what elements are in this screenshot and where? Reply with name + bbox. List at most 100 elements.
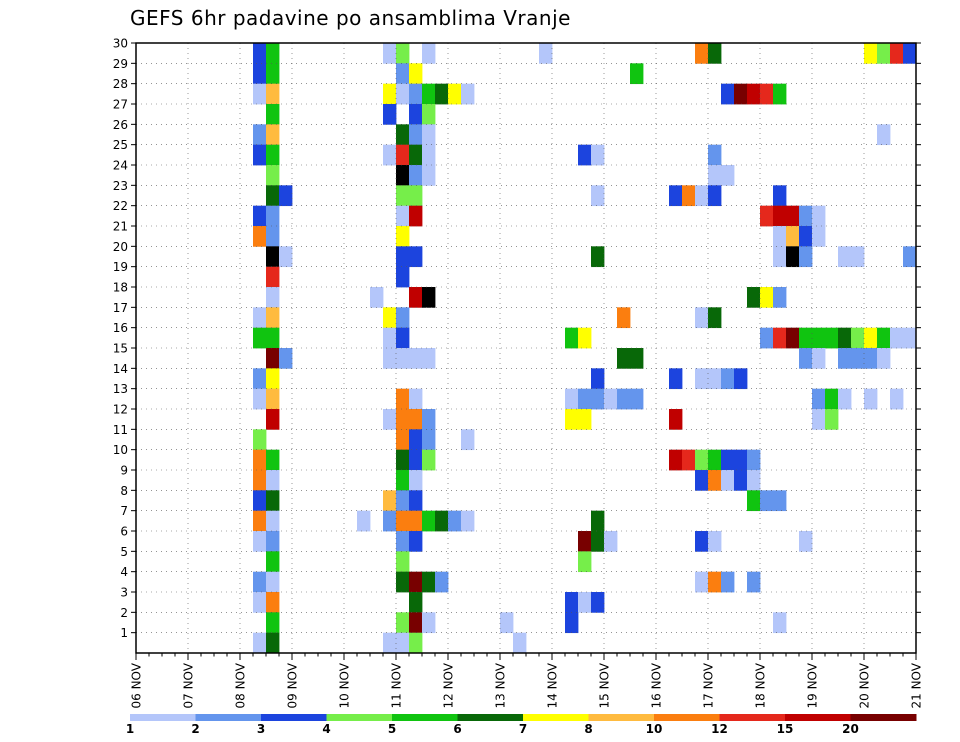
heatmap-cell bbox=[266, 266, 280, 288]
heatmap-cell bbox=[669, 185, 683, 207]
heatmap-cell bbox=[422, 165, 436, 186]
heatmap-cell bbox=[708, 165, 722, 186]
y-tick-label: 17 bbox=[113, 301, 128, 315]
heatmap-cell bbox=[591, 185, 605, 207]
heatmap-cell bbox=[825, 327, 839, 349]
heatmap-cell bbox=[877, 124, 891, 146]
heatmap-cell bbox=[266, 144, 280, 166]
x-tick-label: 11 NOV bbox=[390, 662, 404, 708]
heatmap-cell bbox=[409, 205, 423, 227]
heatmap-cell bbox=[734, 470, 748, 491]
heatmap-cell bbox=[708, 368, 722, 390]
heatmap-cell bbox=[266, 592, 280, 613]
legend-label: 2 bbox=[191, 722, 199, 736]
heatmap-cell bbox=[396, 348, 410, 369]
heatmap-cell bbox=[409, 612, 423, 634]
heatmap-cell bbox=[578, 388, 592, 410]
heatmap-cell bbox=[253, 470, 267, 491]
heatmap-cell bbox=[253, 307, 267, 329]
heatmap-cell bbox=[708, 571, 722, 593]
heatmap-cell bbox=[409, 571, 423, 593]
heatmap-cell bbox=[396, 327, 410, 349]
y-tick-label: 26 bbox=[113, 118, 128, 132]
heatmap-cell bbox=[266, 63, 280, 85]
heatmap-cell bbox=[851, 348, 865, 369]
heatmap-cell bbox=[253, 429, 267, 451]
heatmap-cell bbox=[383, 144, 397, 166]
heatmap-cell bbox=[266, 205, 280, 227]
y-tick-label: 5 bbox=[120, 545, 128, 559]
heatmap-cell bbox=[396, 531, 410, 552]
heatmap-cell bbox=[422, 409, 436, 430]
heatmap-cell bbox=[409, 63, 423, 85]
heatmap-cell bbox=[396, 632, 410, 654]
heatmap-cell bbox=[409, 632, 423, 654]
heatmap-cell bbox=[812, 327, 826, 349]
heatmap-cell bbox=[422, 612, 436, 634]
heatmap-cell bbox=[773, 612, 787, 634]
legend-swatch bbox=[588, 714, 655, 721]
heatmap-cell bbox=[864, 43, 878, 64]
heatmap-cell bbox=[266, 551, 280, 573]
heatmap-cell bbox=[422, 429, 436, 451]
heatmap-cell bbox=[578, 531, 592, 552]
heatmap-cell bbox=[591, 531, 605, 552]
heatmap-cell bbox=[422, 348, 436, 369]
x-tick-label: 19 NOV bbox=[806, 662, 820, 708]
heatmap-cell bbox=[266, 104, 280, 125]
heatmap-cells bbox=[253, 43, 917, 654]
heatmap-cell bbox=[253, 63, 267, 85]
heatmap-cell bbox=[422, 124, 436, 146]
y-tick-label: 25 bbox=[113, 138, 128, 152]
heatmap-cell bbox=[266, 409, 280, 430]
x-tick-label: 20 NOV bbox=[858, 662, 872, 708]
heatmap-cell bbox=[253, 144, 267, 166]
heatmap-cell bbox=[396, 43, 410, 64]
heatmap-cell bbox=[396, 83, 410, 105]
heatmap-cell bbox=[812, 409, 826, 430]
heatmap-cell bbox=[786, 205, 800, 227]
x-tick-label: 10 NOV bbox=[338, 662, 352, 708]
heatmap-cell bbox=[591, 144, 605, 166]
heatmap-cell bbox=[396, 388, 410, 410]
heatmap-cell bbox=[409, 124, 423, 146]
legend-swatch bbox=[457, 714, 524, 721]
heatmap-cell bbox=[708, 307, 722, 329]
heatmap-cell bbox=[409, 287, 423, 308]
y-tick-label: 29 bbox=[113, 57, 128, 71]
heatmap-cell bbox=[851, 327, 865, 349]
y-tick-label: 21 bbox=[113, 220, 128, 234]
heatmap-cell bbox=[630, 348, 644, 369]
x-tick-label: 21 NOV bbox=[910, 662, 924, 708]
y-tick-label: 15 bbox=[113, 342, 128, 356]
heatmap-cell bbox=[695, 43, 709, 64]
heatmap-cell bbox=[773, 226, 787, 247]
heatmap-cell bbox=[266, 185, 280, 207]
heatmap-cell bbox=[708, 185, 722, 207]
y-tick-label: 1 bbox=[120, 626, 128, 640]
heatmap-cell bbox=[266, 571, 280, 593]
heatmap-cell bbox=[266, 470, 280, 491]
heatmap-cell bbox=[617, 307, 631, 329]
heatmap-cell bbox=[903, 246, 917, 268]
heatmap-cell bbox=[565, 409, 579, 430]
heatmap-cell bbox=[396, 307, 410, 329]
heatmap-cell bbox=[682, 449, 696, 471]
heatmap-cell bbox=[890, 388, 904, 410]
heatmap-cell bbox=[409, 165, 423, 186]
heatmap-cell bbox=[786, 226, 800, 247]
heatmap-cell bbox=[409, 83, 423, 105]
heatmap-cell bbox=[695, 470, 709, 491]
heatmap-cell bbox=[396, 429, 410, 451]
heatmap-cell bbox=[604, 388, 618, 410]
y-tick-label: 27 bbox=[113, 98, 128, 112]
y-tick-label: 9 bbox=[120, 464, 128, 478]
heatmap-cell bbox=[422, 43, 436, 64]
heatmap-cell bbox=[695, 571, 709, 593]
color-legend: 1 2 3 4 5 6 7 8 10 12 15 20 bbox=[126, 714, 917, 736]
heatmap-cell bbox=[812, 205, 826, 227]
heatmap-cell bbox=[773, 205, 787, 227]
heatmap-cell bbox=[383, 348, 397, 369]
heatmap-cell bbox=[396, 63, 410, 85]
